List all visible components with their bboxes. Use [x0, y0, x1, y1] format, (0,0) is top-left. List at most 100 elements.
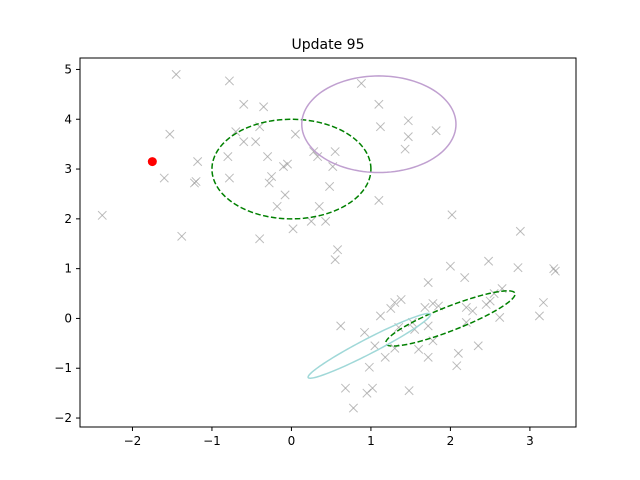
data-point — [447, 210, 457, 220]
data-point — [321, 216, 331, 226]
data-point — [461, 302, 471, 313]
data-point — [239, 99, 249, 109]
data-point — [423, 278, 433, 288]
data-point — [280, 190, 290, 200]
data-point — [356, 78, 366, 88]
data-point — [309, 147, 319, 157]
plot-area — [97, 69, 560, 413]
data-point — [375, 122, 386, 132]
y-tick-label: 0 — [64, 311, 72, 325]
y-tick-label: −1 — [54, 361, 72, 375]
data-point — [550, 266, 560, 276]
data-point — [282, 159, 293, 169]
data-point — [386, 303, 396, 314]
data-point — [332, 245, 343, 255]
data-point — [97, 210, 107, 220]
data-point — [484, 256, 494, 266]
highlight-point — [147, 157, 157, 167]
chart-title: Update 95 — [292, 37, 365, 53]
data-point — [468, 306, 478, 316]
data-point — [330, 255, 340, 265]
data-point — [403, 116, 413, 126]
plot-frame — [79, 57, 577, 428]
data-point — [263, 152, 273, 162]
data-point — [348, 403, 358, 413]
data-point — [259, 102, 269, 112]
x-tick-label: 3 — [526, 434, 534, 448]
cluster-ellipse — [307, 312, 432, 379]
cluster-ellipse — [211, 118, 372, 220]
data-point — [375, 311, 386, 321]
data-point — [538, 297, 548, 308]
data-point — [255, 234, 265, 244]
data-point — [549, 264, 559, 274]
data-point — [403, 132, 413, 142]
data-point — [336, 321, 346, 331]
data-point — [171, 69, 181, 79]
data-point — [264, 178, 274, 188]
data-point — [431, 126, 441, 136]
y-tick-label: 2 — [64, 212, 72, 226]
x-tick-label: 2 — [447, 434, 455, 448]
data-point — [360, 327, 370, 337]
data-point — [239, 137, 249, 147]
data-point — [420, 302, 430, 313]
data-point — [340, 383, 351, 393]
data-point — [374, 99, 384, 109]
data-point — [515, 226, 525, 236]
data-point — [224, 76, 234, 86]
data-point — [374, 195, 384, 205]
x-tick-label: 1 — [367, 434, 375, 448]
y-tick-label: 1 — [64, 262, 72, 276]
data-point — [223, 152, 233, 162]
y-tick-label: 3 — [64, 162, 72, 176]
data-point — [380, 352, 390, 362]
data-point — [453, 348, 463, 358]
data-point — [313, 152, 323, 162]
data-point — [314, 201, 324, 211]
data-point — [367, 383, 378, 393]
data-point — [489, 288, 499, 299]
data-point — [396, 294, 406, 305]
data-point — [370, 341, 380, 351]
data-point — [159, 173, 169, 183]
x-tick-label: 0 — [288, 434, 296, 448]
data-point — [495, 312, 505, 322]
data-point — [288, 224, 298, 234]
data-point — [278, 162, 289, 172]
cluster-ellipse — [301, 75, 457, 174]
y-tick-label: −2 — [54, 411, 72, 425]
data-point — [461, 317, 471, 327]
data-point — [460, 273, 470, 283]
data-point — [445, 261, 455, 271]
data-point — [193, 157, 203, 167]
data-point — [513, 263, 523, 273]
x-tick-label: −1 — [203, 434, 221, 448]
data-point — [306, 216, 316, 226]
x-tick-label: −2 — [124, 434, 142, 448]
data-point — [272, 201, 282, 211]
data-point — [177, 231, 187, 241]
data-point — [364, 362, 374, 372]
data-point — [452, 361, 462, 371]
data-point — [390, 297, 400, 308]
data-point — [290, 129, 300, 139]
data-point — [400, 144, 410, 154]
y-axis: −2 −1 0 1 2 3 4 5 — [54, 62, 80, 425]
data-point — [473, 341, 483, 351]
data-point — [404, 386, 414, 396]
data-point — [428, 298, 438, 309]
data-point — [251, 137, 261, 147]
data-point — [423, 321, 433, 331]
data-point — [224, 173, 234, 183]
data-point — [534, 311, 544, 321]
x-axis: −2 −1 0 1 2 3 — [124, 427, 534, 448]
y-tick-label: 5 — [64, 62, 72, 76]
y-tick-label: 4 — [64, 112, 72, 126]
data-point — [267, 171, 277, 182]
data-point — [414, 344, 424, 354]
data-point — [165, 129, 175, 139]
data-point — [330, 147, 340, 157]
